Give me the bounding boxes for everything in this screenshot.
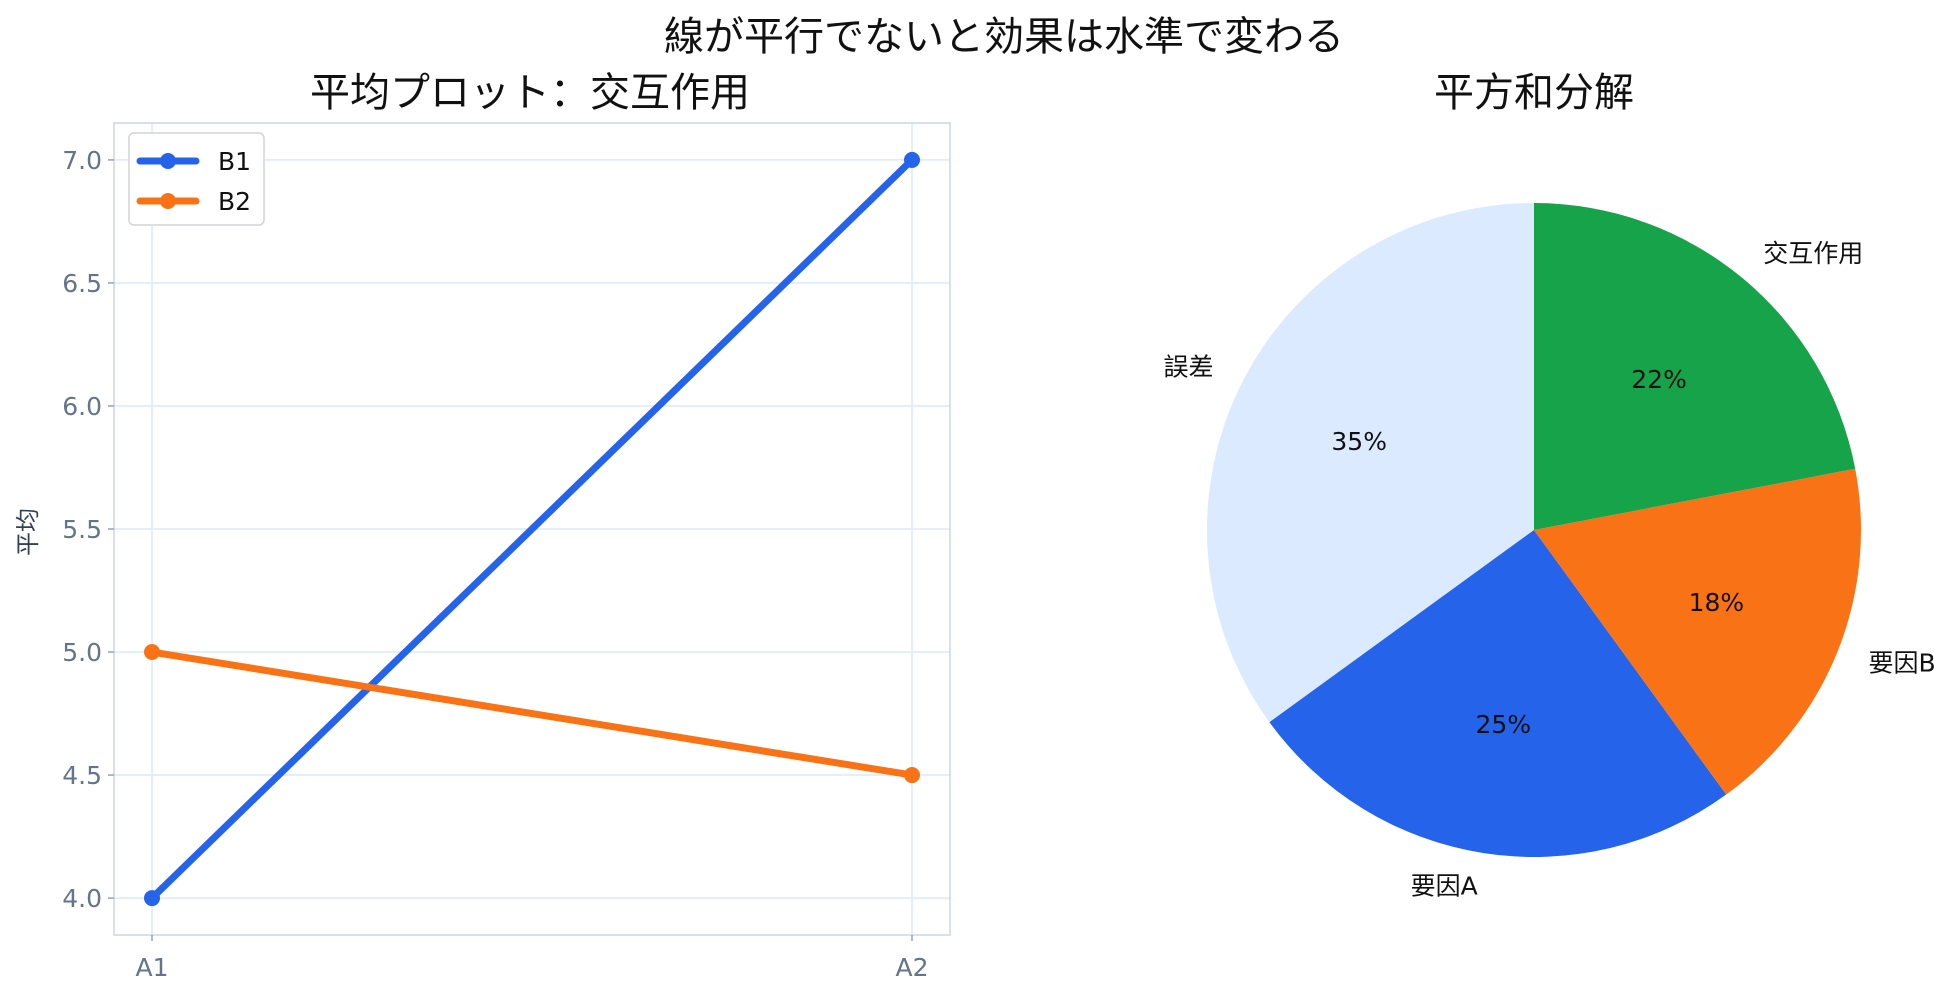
pie-slice-label: 交互作用 bbox=[1763, 239, 1863, 268]
x-tick-label: A1 bbox=[135, 953, 168, 982]
pie-percent-label: 22% bbox=[1631, 365, 1687, 394]
pie-percent-label: 25% bbox=[1476, 710, 1532, 739]
legend-marker bbox=[160, 153, 176, 169]
pie-slice bbox=[1207, 203, 1534, 723]
legend-label: B2 bbox=[218, 187, 251, 216]
pie-percent-label: 18% bbox=[1689, 588, 1745, 617]
y-ticks: 4.0 4.5 5.0 5.5 6.0 6.5 7.0 bbox=[62, 146, 114, 913]
figure-title: 線が平行でないと効果は水準で変わる bbox=[664, 14, 1344, 60]
pie-slice bbox=[1534, 468, 1861, 795]
pie-slice-label: 要因A bbox=[1411, 871, 1478, 900]
y-tick-label: 6.0 bbox=[62, 392, 102, 421]
legend-label: B1 bbox=[218, 147, 251, 176]
y-tick-label: 4.0 bbox=[62, 884, 102, 913]
y-tick-label: 6.5 bbox=[62, 269, 102, 298]
y-tick-label: 5.0 bbox=[62, 638, 102, 667]
pie-percent-label: 35% bbox=[1331, 427, 1387, 456]
series-line-b1 bbox=[148, 156, 916, 902]
series-line-b2 bbox=[148, 648, 916, 779]
pie-labels: 誤差 35% 要因A 25% 要因B 18% 交互作用 22% bbox=[1163, 239, 1934, 900]
pie-slice bbox=[1269, 530, 1727, 857]
y-tick-label: 7.0 bbox=[62, 146, 102, 175]
legend-marker bbox=[160, 193, 176, 209]
line-series bbox=[144, 151, 920, 907]
x-ticks: A1 A2 bbox=[135, 935, 929, 982]
data-point-b1 bbox=[144, 890, 160, 907]
pie-slice bbox=[1534, 203, 1856, 530]
y-axis-label: 平均 bbox=[14, 508, 42, 556]
data-point-b2 bbox=[904, 767, 920, 784]
line-chart: 平均プロット：交互作用 4.0 4.5 5.0 5.5 6.0 6.5 7.0 A1 A2 平… bbox=[14, 70, 951, 982]
line-chart-title: 平均プロット：交互作用 bbox=[310, 70, 750, 116]
y-tick-label: 4.5 bbox=[62, 761, 102, 790]
pie-slice-label: 誤差 bbox=[1163, 353, 1213, 382]
x-tick-label: A2 bbox=[895, 953, 928, 982]
y-tick-label: 5.5 bbox=[62, 515, 102, 544]
pie-slices bbox=[1207, 203, 1861, 857]
pie-chart-title: 平方和分解 bbox=[1434, 70, 1634, 116]
data-point-b1 bbox=[904, 151, 920, 168]
data-point-b2 bbox=[144, 644, 160, 661]
pie-chart: 平方和分解 誤差 35% 要因A 25% 要因B 18% 交互作用 22% bbox=[1163, 70, 1934, 900]
pie-slice-label: 要因B bbox=[1868, 648, 1934, 677]
